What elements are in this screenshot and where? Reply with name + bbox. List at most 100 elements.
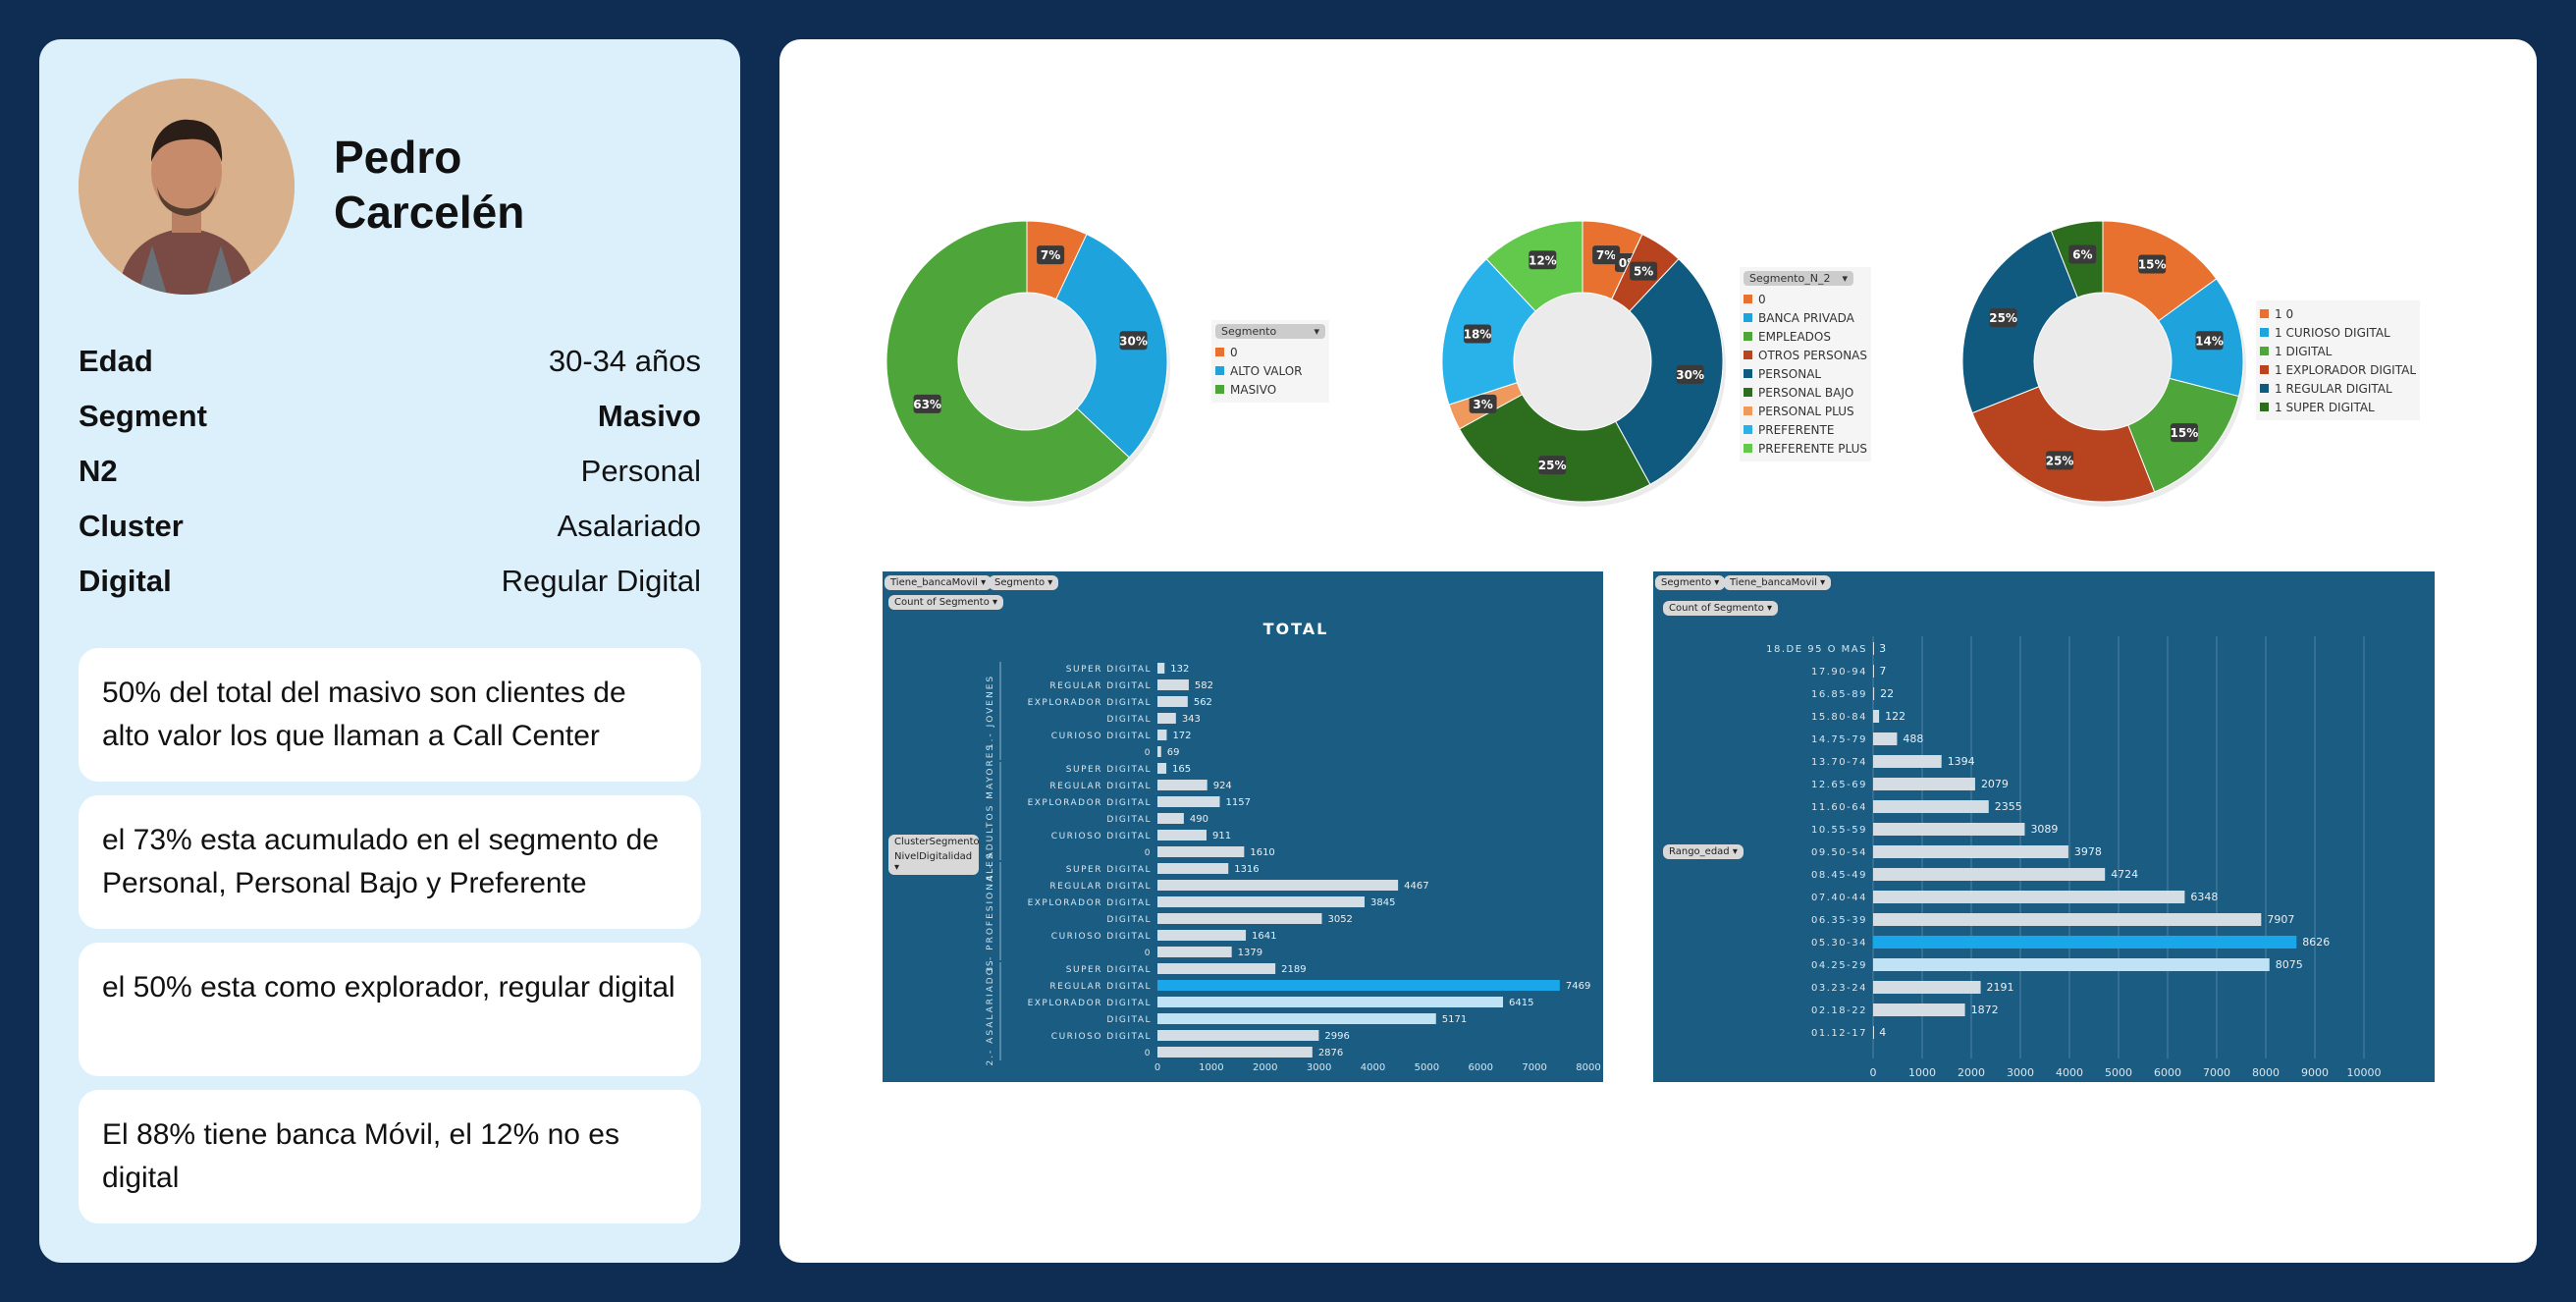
bar	[1873, 710, 1880, 723]
pivot-filter-button[interactable]: Segmento ▾	[1655, 575, 1726, 590]
slice-label-bg	[1989, 308, 2017, 328]
legend-swatch	[2260, 328, 2269, 337]
legend-swatch	[1215, 385, 1224, 394]
x-tick-label: 3000	[2007, 1066, 2034, 1079]
bar-value-label: 6415	[1509, 998, 1533, 1008]
filter-label: Segmento	[994, 577, 1046, 588]
category-label: 01.12-17	[1811, 1028, 1867, 1039]
slice-label: 15%	[2171, 426, 2199, 440]
pivot-filter-button[interactable]: Count of Segmento ▾	[1663, 601, 1779, 616]
bar-value-label: 8075	[2276, 958, 2303, 971]
category-label: SUPER DIGITAL	[1066, 665, 1152, 675]
pivot-filter-button[interactable]: Count of Segmento ▾	[888, 595, 1004, 610]
x-tick-label: 3000	[1307, 1062, 1331, 1073]
bar	[1873, 755, 1942, 768]
bar	[1157, 896, 1365, 907]
slice-label: 6%	[2072, 247, 2092, 261]
bar	[1157, 713, 1176, 724]
category-label: 11.60-64	[1811, 802, 1867, 813]
bar	[1873, 868, 2106, 881]
legend-item: BANCA PRIVADA	[1744, 308, 1867, 327]
bar-value-label: 1316	[1234, 864, 1259, 875]
slice-label: 30%	[1119, 334, 1148, 348]
bar-value-label: 3845	[1370, 897, 1395, 908]
legend-title: Segmento	[1221, 325, 1277, 338]
category-label: SUPER DIGITAL	[1066, 765, 1152, 775]
attribute-row: Cluster Asalariado	[79, 499, 701, 554]
bar-value-label: 172	[1172, 731, 1191, 741]
legend-item: PREFERENTE	[1744, 420, 1867, 439]
x-tick-label: 4000	[1361, 1062, 1385, 1073]
category-label: 0	[1145, 949, 1152, 958]
donut-chart: 7%0%0%5%30%25%3%18%12%	[1441, 220, 1726, 507]
category-label: CURIOSO DIGITAL	[1051, 832, 1152, 841]
legend-filter-dropdown[interactable]: Segmento_N_2 ▾	[1744, 271, 1853, 286]
profile-name: Pedro Carcelén	[334, 130, 524, 240]
bar-value-label: 132	[1170, 664, 1189, 675]
bar-value-label: 4	[1879, 1026, 1886, 1039]
bar-value-label: 3	[1879, 642, 1886, 655]
bar	[1873, 732, 1898, 745]
legend-swatch	[1744, 332, 1752, 341]
attribute-value: Regular Digital	[501, 564, 701, 598]
legend-label: PERSONAL BAJO	[1758, 385, 1854, 400]
legend-filter-dropdown[interactable]: Segmento ▾	[1215, 324, 1325, 339]
category-label: 0	[1145, 1049, 1152, 1058]
legend-swatch	[1215, 348, 1224, 356]
filter-label: Count of Segmento	[1669, 603, 1764, 614]
bar-value-label: 8626	[2302, 936, 2330, 949]
slice-label-bg	[1463, 324, 1491, 344]
legend-label: OTROS PERSONAS	[1758, 348, 1868, 362]
slice-label-bg	[2068, 244, 2097, 264]
bar-value-label: 165	[1172, 764, 1191, 775]
category-label: 13.70-74	[1811, 757, 1867, 768]
bar-value-label: 1157	[1225, 797, 1250, 808]
bar	[1157, 1013, 1436, 1024]
pivot-filter-button[interactable]: Rango_edad ▾	[1663, 844, 1744, 859]
age-bar-chart: 0 1000 2000 3000 4000 5000 6000 7000 8000 9000 100…	[1766, 636, 2382, 1079]
bar-value-label: 2191	[1987, 981, 2014, 994]
bar	[1157, 679, 1189, 690]
legend-item: 1 REGULAR DIGITAL	[2260, 379, 2416, 398]
bar	[1873, 778, 1975, 790]
bar-value-label: 7907	[2267, 913, 2294, 926]
legend-item: MASIVO	[1215, 380, 1325, 399]
legend-item: PERSONAL	[1744, 364, 1867, 383]
category-label: 18.DE 95 O MAS	[1766, 644, 1867, 655]
bar-value-label: 4467	[1404, 881, 1428, 892]
slice-label-bg	[2046, 451, 2074, 470]
bar	[1873, 981, 1981, 994]
legend-swatch	[1744, 425, 1752, 434]
filter-label: Tiene_bancaMovil	[890, 577, 978, 588]
bar	[1873, 665, 1874, 678]
legend-label: 0	[1758, 292, 1766, 306]
slice-label: 18%	[1464, 327, 1492, 341]
slice-label: 25%	[1538, 459, 1567, 472]
category-label: EXPLORADOR DIGITAL	[1028, 999, 1152, 1008]
person-photo	[79, 79, 295, 295]
bar	[1157, 930, 1247, 941]
pivot-filter-button[interactable]: Tiene_bancaMovil ▾	[885, 575, 993, 590]
slice-label-bg	[2138, 254, 2167, 274]
x-tick-label: 5000	[2105, 1066, 2132, 1079]
legend-label: PERSONAL PLUS	[1758, 404, 1854, 418]
bar-value-label: 7469	[1566, 981, 1590, 992]
donut-slice	[1961, 230, 2078, 414]
pivot-filter-button[interactable]: Segmento ▾	[989, 575, 1059, 590]
legend-title: Segmento_N_2	[1749, 272, 1831, 285]
legend-item: PREFERENTE PLUS	[1744, 439, 1867, 458]
bar	[1873, 823, 2025, 836]
pivot-filter-button[interactable]: Tiene_bancaMovil ▾	[1724, 575, 1832, 590]
bar	[1873, 936, 2297, 949]
category-label: 17.90-94	[1811, 667, 1867, 678]
bar-value-label: 3978	[2074, 845, 2102, 858]
category-label: CURIOSO DIGITAL	[1051, 932, 1152, 942]
chevron-down-icon: ▾	[1816, 577, 1826, 588]
category-label: 12.65-69	[1811, 780, 1867, 790]
x-tick-label: 7000	[1522, 1062, 1546, 1073]
x-tick-label: 6000	[2154, 1066, 2181, 1079]
bar-value-label: 343	[1182, 714, 1201, 725]
legend-item: 0	[1744, 290, 1867, 308]
insight-note: El 88% tiene banca Móvil, el 12% no es d…	[79, 1090, 701, 1223]
pivot-filter-button[interactable]: NivelDigitalidad ▾	[888, 849, 979, 875]
